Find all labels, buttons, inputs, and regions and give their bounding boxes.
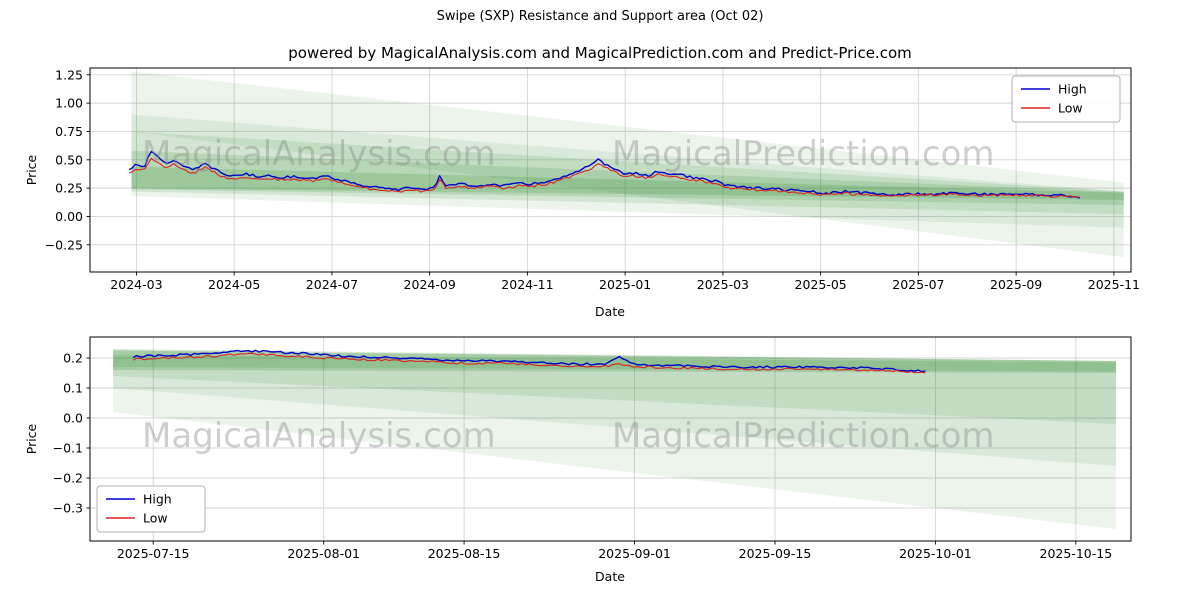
y-tick-label: −0.1 <box>53 441 83 456</box>
band-area <box>131 166 1124 200</box>
legend-high-label: High <box>143 492 172 507</box>
figure-subtitle: powered by MagicalAnalysis.com and Magic… <box>288 44 912 62</box>
support-resistance-bands <box>113 349 1117 529</box>
x-tick-label: 2025-09 <box>990 277 1042 292</box>
x-tick-label: 2025-03 <box>697 277 749 292</box>
x-tick-label: 2025-10-15 <box>1040 546 1113 561</box>
tick-labels: 2024-03 2024-05 2024-07 2024-09 2024-11 2025-… <box>45 67 1140 292</box>
x-tick-label: 2025-07-15 <box>117 546 190 561</box>
low-line <box>128 157 1080 198</box>
bottom-chart-ylabel: Price <box>24 423 39 455</box>
y-tick-label: 0.0 <box>63 411 83 426</box>
y-tick-label: 0.1 <box>63 381 83 396</box>
band-area <box>131 150 1124 206</box>
axes-frame <box>89 336 1132 542</box>
axes-frame <box>89 67 1132 273</box>
x-tick-label: 2024-09 <box>404 277 456 292</box>
y-tick-label: 0.50 <box>55 152 83 167</box>
band-area <box>113 350 1117 466</box>
x-tick-label: 2024-07 <box>306 277 358 292</box>
y-tick-label: 0.25 <box>55 181 83 196</box>
y-tick-label: −0.2 <box>53 471 83 486</box>
band-area <box>131 71 1124 258</box>
y-tick-label: 0.2 <box>63 351 83 366</box>
top-chart: 2024-03 2024-05 2024-07 2024-09 2024-11 2025-… <box>45 67 1140 292</box>
tick-labels: 2025-07-15 2025-08-01 2025-08-15 2025-09-01… <box>53 351 1113 562</box>
top-chart-ylabel: Price <box>24 154 39 186</box>
band-area <box>113 350 1117 424</box>
legend-low-label: Low <box>143 511 168 526</box>
gridlines <box>90 337 1131 541</box>
y-tick-label: −0.3 <box>53 501 83 516</box>
legend-box <box>1011 75 1121 123</box>
bottom-chart-xlabel: Date <box>595 569 625 584</box>
x-tick-label: 2025-08-01 <box>287 546 360 561</box>
watermark-magicalanalysis: MagicalAnalysis.com <box>142 134 496 174</box>
watermark-magicalprediction: MagicalPrediction.com <box>612 416 995 456</box>
x-tick-label: 2024-11 <box>501 277 553 292</box>
bottom-chart: 2025-07-15 2025-08-01 2025-08-15 2025-09-01… <box>53 336 1132 562</box>
figure-title: Swipe (SXP) Resistance and Support area … <box>436 9 764 24</box>
x-tick-label: 2024-05 <box>208 277 260 292</box>
x-tick-label: 2025-10-01 <box>899 546 972 561</box>
legend-low-label: Low <box>1058 101 1083 116</box>
band-area <box>113 350 1117 529</box>
legend-high-label: High <box>1058 82 1087 97</box>
y-tick-label: −0.25 <box>45 237 83 252</box>
legend-box <box>96 485 206 533</box>
legend: High Low <box>1011 75 1121 123</box>
watermark-magicalprediction: MagicalPrediction.com <box>612 134 995 174</box>
x-tick-label: 2024-03 <box>110 277 162 292</box>
legend: High Low <box>96 485 206 533</box>
x-tick-label: 2025-09-15 <box>739 546 812 561</box>
y-tick-label: 0.00 <box>55 209 83 224</box>
x-tick-label: 2025-09-01 <box>598 546 671 561</box>
gridlines <box>90 68 1131 272</box>
x-tick-label: 2025-07 <box>892 277 944 292</box>
x-tick-label: 2025-11 <box>1088 277 1140 292</box>
high-line <box>128 150 1080 199</box>
y-tick-label: 0.75 <box>55 124 83 139</box>
top-chart-xlabel: Date <box>595 304 625 319</box>
y-tick-label: 1.25 <box>55 67 83 82</box>
watermark-magicalanalysis: MagicalAnalysis.com <box>142 416 496 456</box>
y-tick-label: 1.00 <box>55 96 83 111</box>
x-tick-label: 2025-05 <box>795 277 847 292</box>
x-tick-label: 2025-01 <box>599 277 651 292</box>
band-area <box>131 114 1124 228</box>
low-line <box>132 352 926 374</box>
high-line <box>132 349 926 373</box>
x-tick-label: 2025-08-15 <box>428 546 501 561</box>
